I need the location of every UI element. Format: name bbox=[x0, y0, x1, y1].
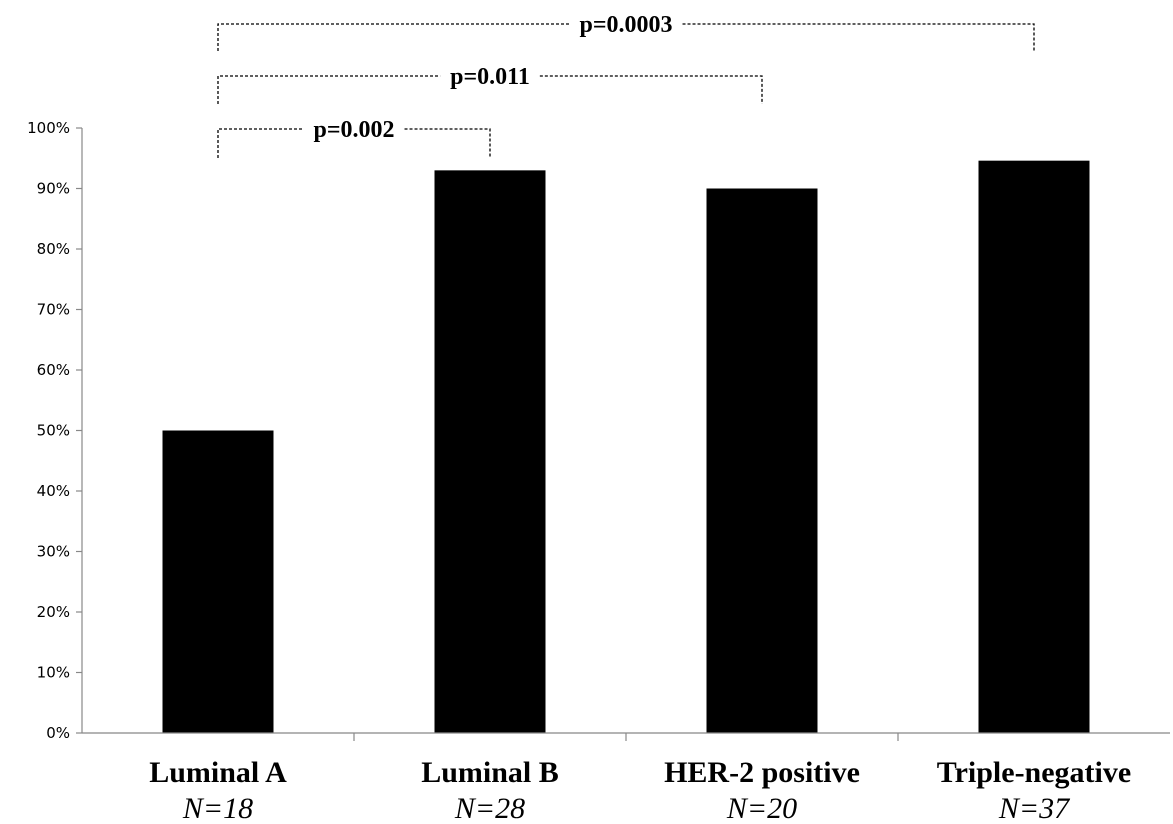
p-value-label: p=0.0003 bbox=[579, 12, 672, 38]
bracket-left bbox=[217, 75, 441, 104]
y-tick-label: 0% bbox=[46, 724, 70, 742]
y-tick-label: 70% bbox=[37, 301, 70, 319]
comparison-bracket: p=0.011 bbox=[217, 64, 763, 104]
category-label: Triple-negative bbox=[937, 756, 1131, 789]
x-axis-labels: Luminal AN=18 Luminal BN=28 HER-2 positive… bbox=[149, 756, 1131, 824]
bracket-left bbox=[217, 128, 304, 158]
y-tick-label: 50% bbox=[37, 422, 70, 440]
y-tick-label: 90% bbox=[37, 180, 70, 198]
y-tick-label: 10% bbox=[37, 664, 70, 682]
y-axis-ticks: 0% 10% 20% 30% 40% 50% 60% 70% 80% 90% 100% bbox=[27, 119, 82, 742]
bracket-right bbox=[539, 75, 763, 104]
y-tick-label: 40% bbox=[37, 482, 70, 500]
category-label: HER-2 positive bbox=[664, 756, 860, 789]
p-value-label: p=0.011 bbox=[450, 64, 530, 90]
bracket-left bbox=[217, 23, 570, 51]
y-tick-label: 80% bbox=[37, 240, 70, 258]
bar-triple-negative bbox=[978, 160, 1090, 734]
bracket-right bbox=[404, 128, 491, 158]
sample-size-label: N=20 bbox=[726, 792, 797, 824]
comparison-bracket: p=0.0003 bbox=[217, 12, 1035, 51]
y-tick-label: 20% bbox=[37, 603, 70, 621]
bar-her-2-positive bbox=[706, 188, 818, 733]
significance-brackets: p=0.002 p=0.011 p=0.0003 bbox=[217, 12, 1035, 158]
sample-size-label: N=37 bbox=[998, 792, 1071, 824]
sample-size-label: N=18 bbox=[182, 792, 253, 824]
category-label: Luminal B bbox=[421, 756, 559, 789]
comparison-bracket: p=0.002 bbox=[217, 117, 491, 158]
y-tick-label: 60% bbox=[37, 361, 70, 379]
y-tick-label: 30% bbox=[37, 543, 70, 561]
bar-luminal-b bbox=[434, 170, 546, 734]
sample-size-label: N=28 bbox=[454, 792, 525, 824]
bars bbox=[162, 160, 1090, 734]
category-label: Luminal A bbox=[149, 756, 287, 789]
bracket-right bbox=[682, 23, 1035, 51]
bar-luminal-a bbox=[162, 430, 274, 733]
y-tick-label: 100% bbox=[27, 119, 70, 137]
p-value-label: p=0.002 bbox=[313, 117, 394, 143]
